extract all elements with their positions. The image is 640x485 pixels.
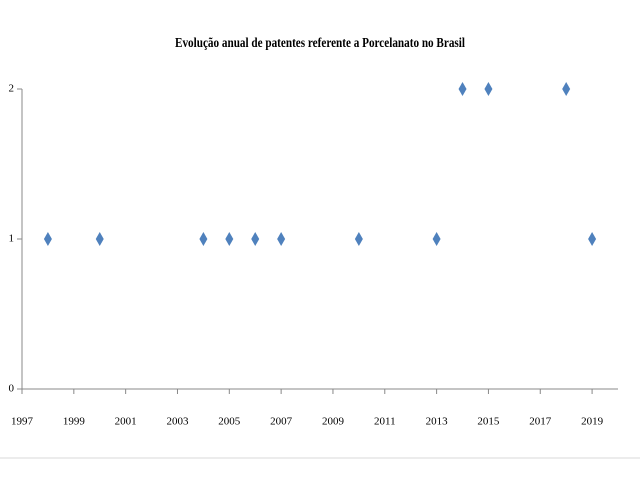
x-tick-label: 2019 [581, 416, 604, 428]
data-point [432, 232, 441, 246]
data-point [251, 232, 260, 246]
x-tick-label: 2015 [477, 416, 500, 428]
data-point [95, 232, 104, 246]
data-point [354, 232, 363, 246]
data-point [458, 82, 467, 96]
x-tick-label: 2003 [166, 416, 189, 428]
y-tick-label: 0 [9, 383, 15, 395]
data-point [484, 82, 493, 96]
x-tick-label: 2005 [218, 416, 241, 428]
x-tick-label: 2009 [322, 416, 345, 428]
x-tick-label: 2017 [529, 416, 552, 428]
x-tick-label: 2001 [115, 416, 137, 428]
x-tick-label: 2007 [270, 416, 293, 428]
y-tick-label: 1 [9, 233, 15, 245]
x-tick-label: 2013 [426, 416, 449, 428]
chart-title: Evolução anual de patentes referente a P… [175, 36, 465, 51]
data-point [588, 232, 597, 246]
data-point [199, 232, 208, 246]
data-point [277, 232, 286, 246]
data-point [562, 82, 571, 96]
y-tick-label: 2 [9, 83, 15, 95]
data-point [225, 232, 234, 246]
x-tick-label: 1999 [63, 416, 86, 428]
data-point [43, 232, 52, 246]
x-tick-label: 2011 [374, 416, 396, 428]
x-tick-label: 1997 [11, 416, 34, 428]
